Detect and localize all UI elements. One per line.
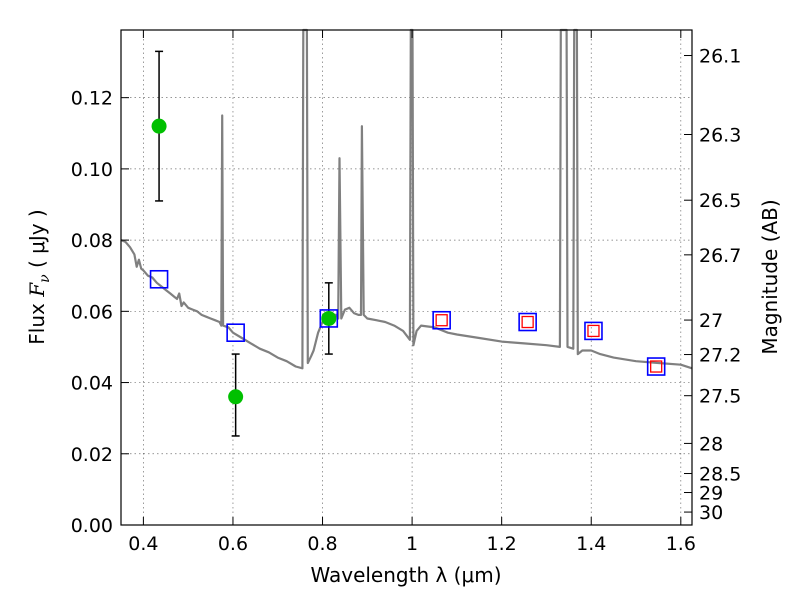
model-photometry-square: [149, 269, 169, 289]
model-photometry-square: [226, 323, 245, 342]
y2-tick-label: 27.5: [699, 386, 741, 408]
plot-frame: [120, 29, 693, 526]
y2-tick-label: 29: [699, 483, 723, 505]
y-axis-title: Flux Fν ( μJy ): [25, 209, 53, 344]
y2-tick-label: 27: [699, 310, 723, 332]
predicted-flux-square: [435, 314, 448, 327]
predicted-flux-square: [521, 315, 534, 329]
y-tick-label: 0.10: [71, 159, 113, 181]
y2-tick-label: 27.2: [699, 345, 741, 367]
x-tick-label: 1.4: [576, 533, 606, 555]
y-axis-title-suffix: ( μJy ): [25, 209, 49, 274]
y-tick-label: 0.06: [71, 301, 113, 323]
y-tick-label: 0.00: [71, 515, 113, 537]
points-layer: [149, 50, 666, 437]
y2-tick-label: 26.3: [699, 125, 741, 147]
spectrum-layer: [120, 28, 693, 370]
model-photometry-square: [584, 321, 603, 341]
model-photometry-square: [518, 312, 537, 332]
predicted-flux-square: [650, 360, 663, 373]
y-tick-label: 0.08: [71, 230, 113, 252]
x-tick-label: 1.6: [666, 533, 696, 555]
y2-tick-label: 28.5: [699, 464, 741, 486]
x-tick-label: 1.2: [487, 533, 517, 555]
y2-tick-label: 28: [699, 433, 723, 455]
grid-layer: [121, 30, 692, 526]
y-tick-label: 0.04: [71, 373, 113, 395]
y2-tick-label: 26.1: [699, 46, 741, 68]
model-photometry-square: [432, 310, 451, 330]
y2-tick-label: 26.5: [699, 190, 741, 212]
y-axis-title-prefix: Flux: [25, 297, 49, 345]
y-axis-title-symbol: F: [25, 282, 49, 298]
y-tick-label: 0.02: [71, 444, 113, 466]
y2-tick-label: 26.7: [699, 245, 741, 267]
x-tick-label: 1: [406, 533, 418, 555]
observed-flux-point: [228, 389, 244, 405]
x-tick-label: 0.8: [307, 533, 337, 555]
y2-axis-title: Magnitude (AB): [758, 199, 782, 354]
spectrum-line: [120, 28, 693, 370]
observed-flux-point: [321, 310, 337, 326]
x-tick-label: 0.6: [218, 533, 248, 555]
model-photometry-square: [646, 357, 666, 376]
y-axis-title-subscript: ν: [37, 274, 53, 283]
observed-flux-point: [151, 118, 167, 134]
ticks-layer: 0.4 0.6 0.8 1 1.2 1.4 1.6 0.00 0.02 0.04 0.06 0.08 0…: [71, 30, 741, 555]
predicted-flux-square: [587, 324, 600, 338]
x-tick-label: 0.4: [128, 533, 158, 555]
x-axis-title: Wavelength λ (μm): [310, 563, 501, 587]
y-tick-label: 0.12: [71, 88, 113, 110]
model-photometry-square: [319, 309, 339, 328]
y2-tick-label: 30: [699, 502, 723, 524]
